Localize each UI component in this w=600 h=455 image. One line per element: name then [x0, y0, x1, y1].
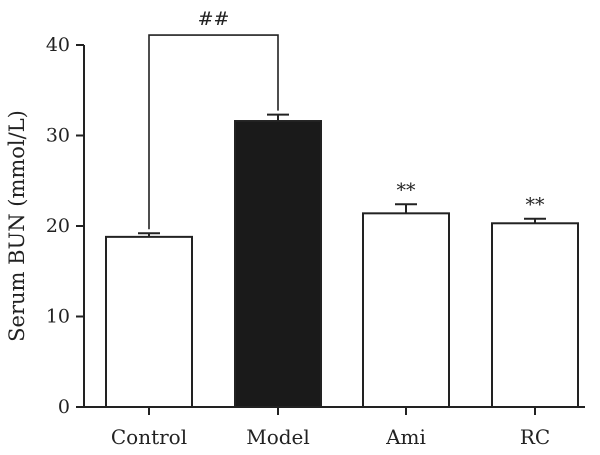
x-tick-label: Ami	[385, 425, 426, 449]
comparison-bracket	[148, 34, 279, 230]
y-axis-label: Serum BUN (mmol/L)	[5, 110, 29, 342]
y-tick-label: 0	[58, 396, 70, 418]
x-tick-label: RC	[520, 425, 550, 449]
bar-rc	[491, 222, 579, 408]
comparison-label: ##	[198, 8, 230, 30]
bar-control	[105, 235, 193, 408]
y-tick-label: 20	[46, 215, 70, 237]
y-tick-label: 40	[46, 34, 70, 56]
x-axis: Control Model Ami RC	[84, 406, 585, 449]
bar-ami	[362, 212, 450, 408]
bars	[105, 113, 579, 409]
y-tick-label: 30	[46, 125, 70, 147]
y-tick-label: 10	[46, 306, 70, 328]
significance-marker: **	[397, 179, 417, 201]
x-tick-label: Control	[111, 425, 187, 449]
y-axis: 0 10 20 30 40	[46, 34, 85, 418]
annotations: ** ** ##	[148, 8, 546, 230]
x-tick-label: Model	[246, 425, 310, 449]
bar-model	[234, 120, 322, 409]
significance-marker: **	[526, 194, 546, 216]
